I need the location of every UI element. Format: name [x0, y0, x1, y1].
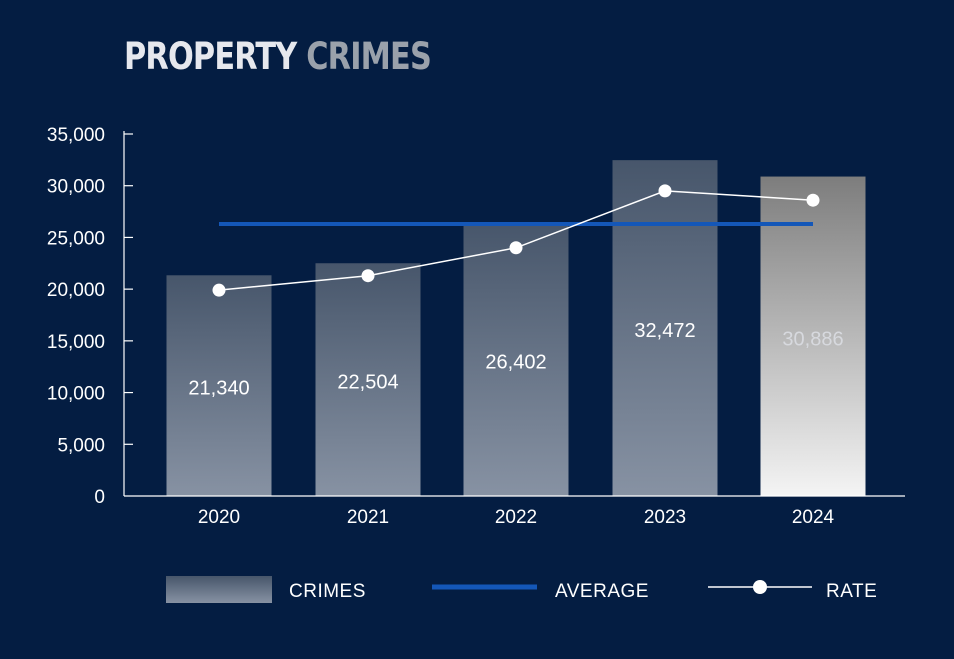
y-tick-label: 10,000 [47, 384, 105, 405]
bar-data-label: 32,472 [634, 320, 695, 342]
legend-crimes-label: CRIMES [289, 581, 366, 602]
y-tick-label: 0 [94, 487, 105, 508]
legend-crimes-swatch [166, 576, 272, 603]
rate-point [212, 283, 226, 297]
bar-data-label: 26,402 [485, 351, 546, 373]
y-tick-label: 25,000 [47, 228, 105, 249]
bars-group [166, 160, 866, 497]
bar-2023 [612, 160, 718, 497]
bar-labels-group: 21,340 22,504 26,402 32,472 30,886 [188, 320, 843, 400]
x-tick-label: 2021 [347, 507, 389, 528]
rate-point [509, 241, 523, 255]
bar-data-label: 30,886 [782, 328, 843, 350]
legend-rate-marker [753, 580, 767, 594]
rate-point [806, 193, 820, 207]
legend: CRIMES AVERAGE RATE [166, 576, 877, 603]
chart-title-word2: CRIMES [306, 35, 432, 78]
bar-2021 [315, 263, 421, 496]
bar-data-label: 21,340 [188, 378, 249, 400]
y-tick-label: 20,000 [47, 280, 105, 301]
bar-2020 [166, 275, 272, 496]
y-tick-label: 30,000 [47, 177, 105, 198]
lines-group [212, 184, 820, 297]
y-tick-label: 5,000 [57, 435, 105, 456]
bar-2024 [760, 176, 866, 496]
rate-point [361, 269, 375, 283]
bar-2022 [463, 222, 569, 496]
bar-data-label: 22,504 [337, 372, 398, 394]
x-tick-label: 2024 [792, 507, 835, 528]
y-tick-label: 35,000 [47, 125, 105, 146]
legend-average-label: AVERAGE [555, 581, 649, 602]
rate-point [658, 184, 672, 198]
x-tick-label: 2022 [495, 507, 537, 528]
axes-group: 0 5,000 10,000 15,000 20,000 25,000 30,000 35,0… [47, 125, 905, 528]
chart-title-word1: PROPERTY [124, 35, 297, 78]
x-tick-label: 2020 [198, 507, 240, 528]
chart-title: PROPERTY CRIMES [124, 35, 432, 78]
legend-rate-label: RATE [826, 581, 877, 602]
x-tick-label: 2023 [644, 507, 686, 528]
y-tick-label: 15,000 [47, 332, 105, 353]
